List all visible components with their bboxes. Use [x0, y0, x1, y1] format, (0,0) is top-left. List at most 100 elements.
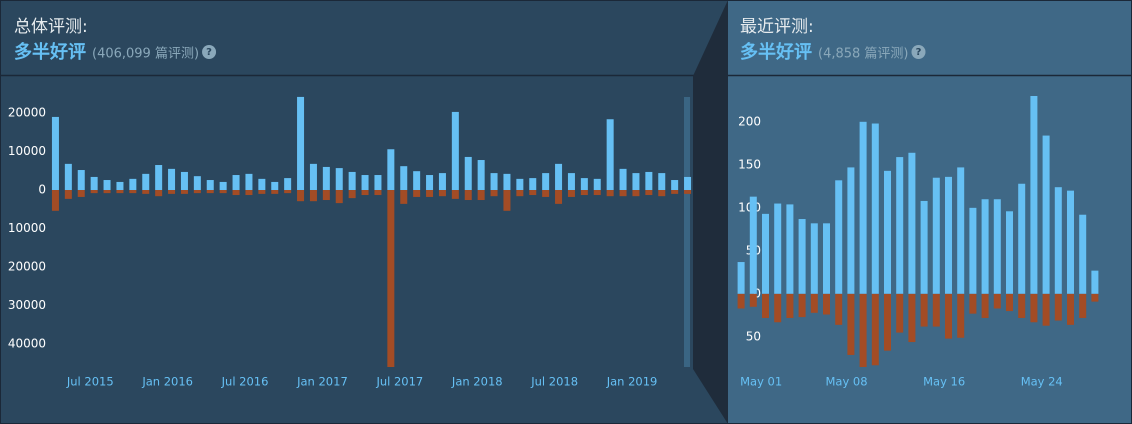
bar	[798, 219, 806, 294]
bar	[64, 163, 72, 191]
bar	[684, 190, 692, 194]
bar	[374, 190, 382, 196]
bar	[1018, 293, 1026, 318]
bar	[908, 152, 916, 294]
bar	[606, 190, 614, 197]
bar	[884, 170, 891, 294]
bar	[503, 190, 511, 211]
x-tick-label: Jul 2015	[66, 375, 114, 389]
bar	[309, 163, 317, 191]
bar	[400, 190, 408, 204]
bar	[945, 176, 952, 294]
bar	[361, 175, 369, 191]
bar	[847, 293, 855, 355]
selected-range[interactable]	[684, 97, 690, 367]
bar	[464, 156, 472, 191]
bar	[438, 173, 446, 191]
y-tick-label: 100	[738, 200, 761, 214]
x-tick-label: May 24	[1021, 375, 1063, 389]
help-icon[interactable]	[911, 45, 926, 59]
bar	[786, 293, 794, 318]
bar	[859, 293, 867, 367]
bar	[77, 170, 85, 191]
bar	[426, 175, 434, 191]
bar	[271, 181, 279, 191]
bar	[645, 190, 653, 196]
bar	[297, 96, 305, 191]
x-tick-label: Jul 2017	[375, 375, 423, 389]
help-icon-text[interactable]: ?	[916, 47, 922, 58]
bar	[847, 167, 855, 294]
bar	[658, 190, 666, 197]
bar	[580, 190, 588, 196]
bar	[981, 199, 989, 294]
recent-panel	[728, 1, 1131, 423]
bar	[632, 173, 640, 191]
bar	[297, 190, 305, 202]
bar	[1018, 183, 1026, 294]
y-tick-label: 200	[738, 114, 761, 128]
bar	[593, 190, 601, 196]
bar	[920, 200, 928, 294]
bar	[593, 178, 601, 191]
bar	[529, 178, 537, 191]
bar	[1067, 293, 1074, 325]
x-tick-label: Jan 2018	[451, 375, 503, 389]
bar	[284, 178, 292, 191]
bar	[1030, 96, 1038, 294]
bar	[284, 190, 292, 194]
bar	[1042, 135, 1050, 294]
bar	[477, 190, 485, 201]
recent-rating: 多半好评	[740, 41, 812, 63]
bar	[762, 213, 769, 294]
bar	[168, 168, 176, 191]
bar	[322, 190, 330, 201]
bar	[451, 190, 459, 199]
bar	[1091, 270, 1099, 294]
zoom-wedge	[693, 0, 728, 424]
bar	[477, 160, 485, 191]
bar	[1054, 187, 1062, 294]
help-icon[interactable]	[202, 45, 217, 59]
bar	[516, 190, 524, 197]
bar	[206, 180, 214, 191]
overall-heading: 总体评测:	[14, 17, 88, 37]
bar	[542, 190, 550, 197]
help-icon-text[interactable]: ?	[206, 47, 212, 58]
bar	[981, 293, 989, 318]
bar	[945, 293, 952, 339]
bar	[1054, 293, 1062, 321]
bar	[129, 178, 137, 191]
bar	[348, 190, 356, 199]
bar	[129, 190, 137, 194]
y-tick-label: 150	[738, 157, 761, 171]
bar	[503, 173, 511, 191]
bar	[932, 293, 940, 327]
bar	[786, 204, 794, 294]
bar	[271, 190, 279, 194]
bar	[749, 293, 757, 307]
bar	[1006, 211, 1013, 294]
y-tick-label: 30000	[8, 298, 46, 312]
bar	[335, 190, 343, 204]
x-tick-label: May 08	[826, 375, 868, 389]
bar	[232, 175, 240, 191]
bar	[387, 149, 395, 191]
bar	[957, 167, 965, 294]
bar	[90, 190, 98, 194]
bar	[810, 293, 818, 313]
bar	[400, 166, 408, 191]
bar	[774, 203, 782, 294]
bar	[464, 190, 472, 201]
bar	[969, 293, 977, 314]
bar	[555, 163, 563, 191]
bar	[77, 190, 85, 197]
y-tick-label: 0	[38, 183, 46, 197]
bar	[896, 157, 904, 294]
bar	[542, 173, 550, 191]
bar	[116, 181, 124, 191]
bar	[908, 293, 916, 343]
bar	[193, 190, 201, 194]
bar	[567, 190, 575, 197]
bar	[51, 116, 59, 191]
